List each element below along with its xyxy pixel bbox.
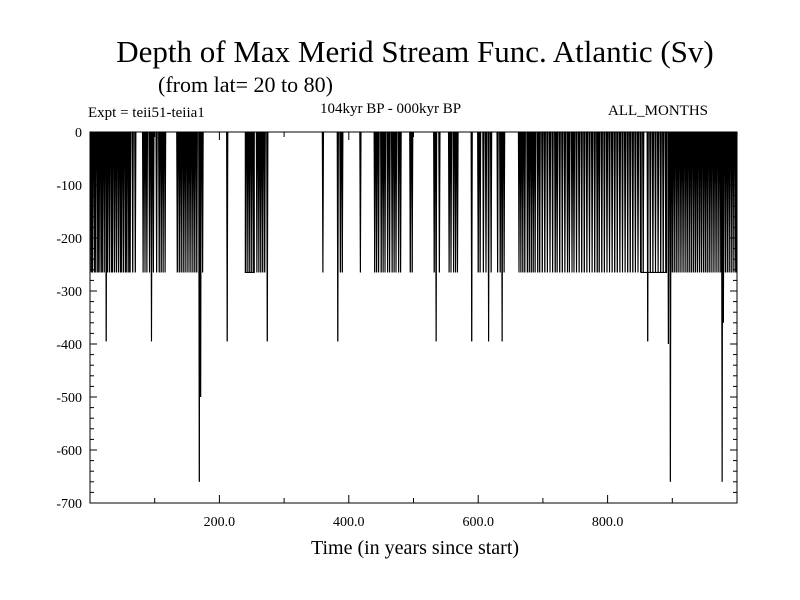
y-tick-label: 0 (75, 126, 82, 141)
x-tick-label: 200.0 (204, 515, 236, 530)
y-tick-label: -500 (56, 391, 82, 406)
experiment-label: Expt = teii51-teiia1 (88, 105, 205, 121)
axes: 0 -100 -200 -300 -400 -500 -600 -700 200.0 400.0 6… (56, 126, 738, 530)
data-series (90, 131, 738, 482)
y-tick-label: -700 (56, 497, 82, 512)
x-tick-label: 800.0 (592, 515, 624, 530)
y-tick-label: -100 (56, 179, 82, 194)
y-tick-label: -300 (56, 285, 82, 300)
months-label: ALL_MONTHS (608, 103, 708, 119)
plot-frame (89, 131, 738, 504)
y-tick-label: -400 (56, 338, 82, 353)
x-axis-label: Time (in years since start) (310, 537, 520, 559)
y-tick-label: -600 (56, 444, 82, 459)
chart-title: Depth of Max Merid Stream Func. Atlantic… (116, 34, 714, 69)
period-label: 104kyr BP - 000kyr BP (320, 101, 462, 117)
x-tick-label: 600.0 (462, 515, 494, 530)
chart-subtitle: (from lat= 20 to 80) (158, 72, 333, 97)
x-tick-label: 400.0 (333, 515, 365, 530)
y-tick-label: -200 (56, 232, 82, 247)
